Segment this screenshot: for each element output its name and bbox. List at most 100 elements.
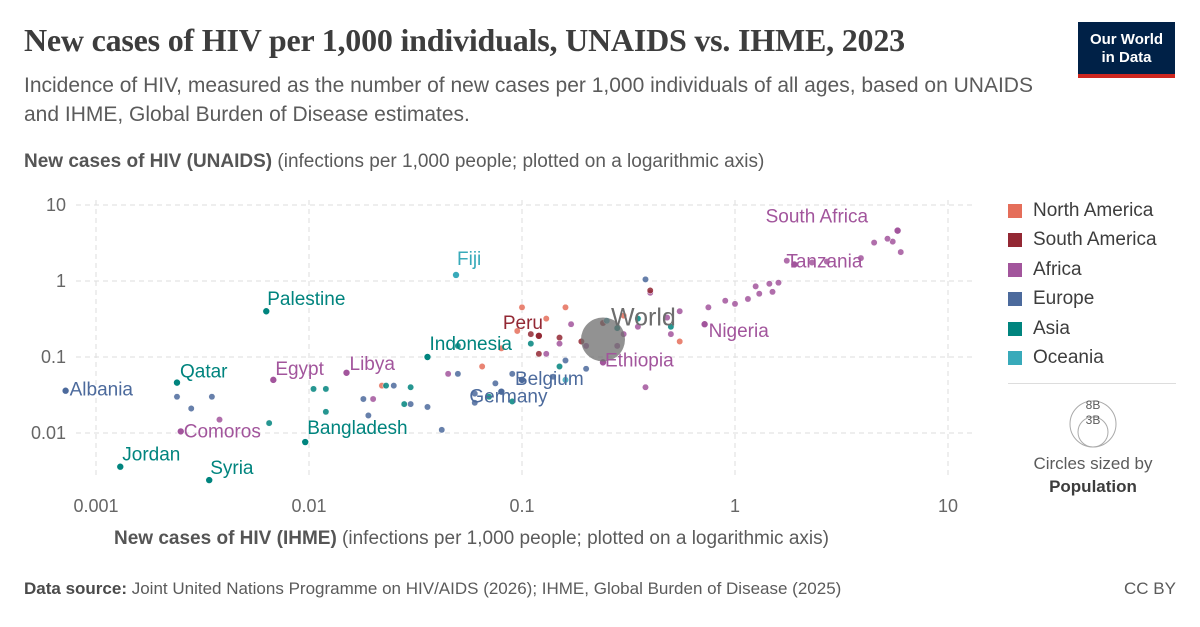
data-point bbox=[634, 315, 642, 323]
chart-subtitle: Incidence of HIV, measured as the number… bbox=[24, 74, 1033, 126]
license-link[interactable]: CC BY bbox=[1124, 579, 1176, 598]
point-comoros bbox=[176, 427, 185, 436]
data-point bbox=[187, 405, 195, 412]
data-point bbox=[390, 382, 398, 390]
data-point bbox=[485, 393, 493, 401]
grid-layer bbox=[76, 200, 976, 477]
data-point bbox=[783, 257, 791, 265]
data-point bbox=[897, 248, 905, 256]
data-point bbox=[454, 342, 462, 350]
legend-label: Europe bbox=[1033, 288, 1095, 310]
legend-label: North America bbox=[1033, 199, 1154, 221]
x-tick-label: 10 bbox=[938, 496, 958, 516]
point-label-bangladesh: Bangladesh bbox=[307, 418, 407, 439]
labels-layer: South Africa Tanzania Nigeria Ethiopia Fiji W… bbox=[70, 207, 869, 479]
data-point bbox=[769, 288, 776, 296]
legend-swatch bbox=[1008, 351, 1022, 366]
owid-logo[interactable]: Our World in Data bbox=[1078, 22, 1175, 78]
data-point bbox=[646, 287, 654, 294]
point-nigeria bbox=[700, 320, 709, 329]
data-point bbox=[676, 307, 684, 315]
size-label-large: 8B bbox=[1086, 398, 1101, 412]
data-point bbox=[542, 315, 550, 323]
data-source-label: Data source: bbox=[24, 579, 127, 598]
data-point bbox=[508, 370, 516, 378]
y-tick-label: 10 bbox=[46, 195, 66, 215]
size-caption-text: Circles sized by bbox=[1033, 454, 1153, 473]
point-fiji bbox=[452, 271, 460, 279]
legend-item-asia[interactable]: Asia bbox=[1008, 314, 1157, 344]
data-point bbox=[542, 350, 550, 358]
data-point bbox=[704, 303, 712, 311]
data-point bbox=[454, 370, 462, 378]
data-point bbox=[444, 370, 452, 378]
data-point bbox=[438, 426, 446, 434]
data-point bbox=[857, 254, 865, 262]
x-tick-label: 1 bbox=[730, 496, 740, 516]
point-label-peru: Peru bbox=[503, 313, 543, 334]
x-axis-label-bold: New cases of HIV (IHME) bbox=[114, 528, 337, 549]
legend-item-africa[interactable]: Africa bbox=[1008, 255, 1157, 285]
legend-item-north-america[interactable]: North America bbox=[1008, 196, 1157, 226]
legend-item-europe[interactable]: Europe bbox=[1008, 285, 1157, 315]
point-label-libya: Libya bbox=[350, 354, 396, 375]
point-label-jordan: Jordan bbox=[122, 445, 180, 466]
point-label-qatar: Qatar bbox=[180, 362, 228, 383]
data-point bbox=[508, 398, 516, 405]
size-label-small: 3B bbox=[1086, 413, 1101, 427]
data-point bbox=[870, 239, 878, 247]
x-tick-label: 0.1 bbox=[509, 496, 534, 516]
point-label-fiji: Fiji bbox=[457, 249, 481, 270]
data-point bbox=[642, 275, 649, 283]
data-point bbox=[884, 235, 891, 243]
point-germany bbox=[497, 387, 506, 396]
legend-swatch bbox=[1008, 233, 1022, 248]
legend-label: Africa bbox=[1033, 258, 1082, 280]
y-axis-label-rest: (infections per 1,000 people; plotted on… bbox=[272, 151, 765, 172]
data-point bbox=[582, 365, 590, 373]
point-libya bbox=[342, 368, 351, 377]
data-point bbox=[562, 376, 569, 384]
data-source-text[interactable]: Joint United Nations Programme on HIV/AI… bbox=[126, 579, 842, 598]
data-point bbox=[667, 330, 675, 338]
point-label-world: World bbox=[611, 303, 676, 331]
point-syria bbox=[205, 476, 214, 484]
data-point bbox=[562, 357, 569, 364]
data-point bbox=[471, 399, 479, 407]
legend-swatch bbox=[1008, 292, 1022, 307]
point-south-africa bbox=[893, 226, 902, 235]
size-legend-circles: 8B 3B bbox=[1069, 398, 1117, 448]
data-point bbox=[556, 334, 563, 342]
point-qatar bbox=[173, 378, 181, 387]
data-point bbox=[265, 419, 273, 427]
legend-item-oceania[interactable]: Oceania bbox=[1008, 344, 1157, 374]
data-point bbox=[663, 314, 671, 322]
data-point bbox=[721, 297, 729, 305]
data-point bbox=[808, 259, 816, 266]
point-egypt bbox=[269, 376, 278, 384]
point-peru bbox=[535, 332, 543, 340]
point-label-syria: Syria bbox=[210, 458, 254, 479]
legend-swatch bbox=[1008, 321, 1022, 336]
point-label-indonesia: Indonesia bbox=[429, 334, 512, 355]
data-point bbox=[620, 312, 628, 320]
logo-line-2: in Data bbox=[1101, 49, 1152, 66]
x-axis-label: New cases of HIV (IHME) (infections per … bbox=[114, 528, 829, 550]
data-point bbox=[556, 340, 563, 348]
data-point bbox=[642, 383, 649, 391]
point-albania bbox=[61, 386, 70, 395]
point-label-palestine: Palestine bbox=[267, 289, 345, 310]
data-point bbox=[400, 400, 408, 408]
point-label-ethiopia: Ethiopia bbox=[605, 350, 674, 371]
point-label-egypt: Egypt bbox=[275, 359, 324, 380]
point-jordan bbox=[116, 462, 125, 471]
scatter-plot: South Africa Tanzania Nigeria Ethiopia Fiji W… bbox=[31, 195, 976, 516]
logo-line-1: Our World bbox=[1089, 31, 1164, 48]
legend-label: Asia bbox=[1033, 317, 1070, 339]
data-point bbox=[382, 382, 390, 390]
size-caption: Circles sized by Population bbox=[1010, 452, 1176, 498]
data-point bbox=[173, 393, 181, 401]
legend-item-south-america[interactable]: South America bbox=[1008, 226, 1157, 256]
data-point bbox=[556, 363, 563, 370]
data-point bbox=[478, 363, 486, 370]
